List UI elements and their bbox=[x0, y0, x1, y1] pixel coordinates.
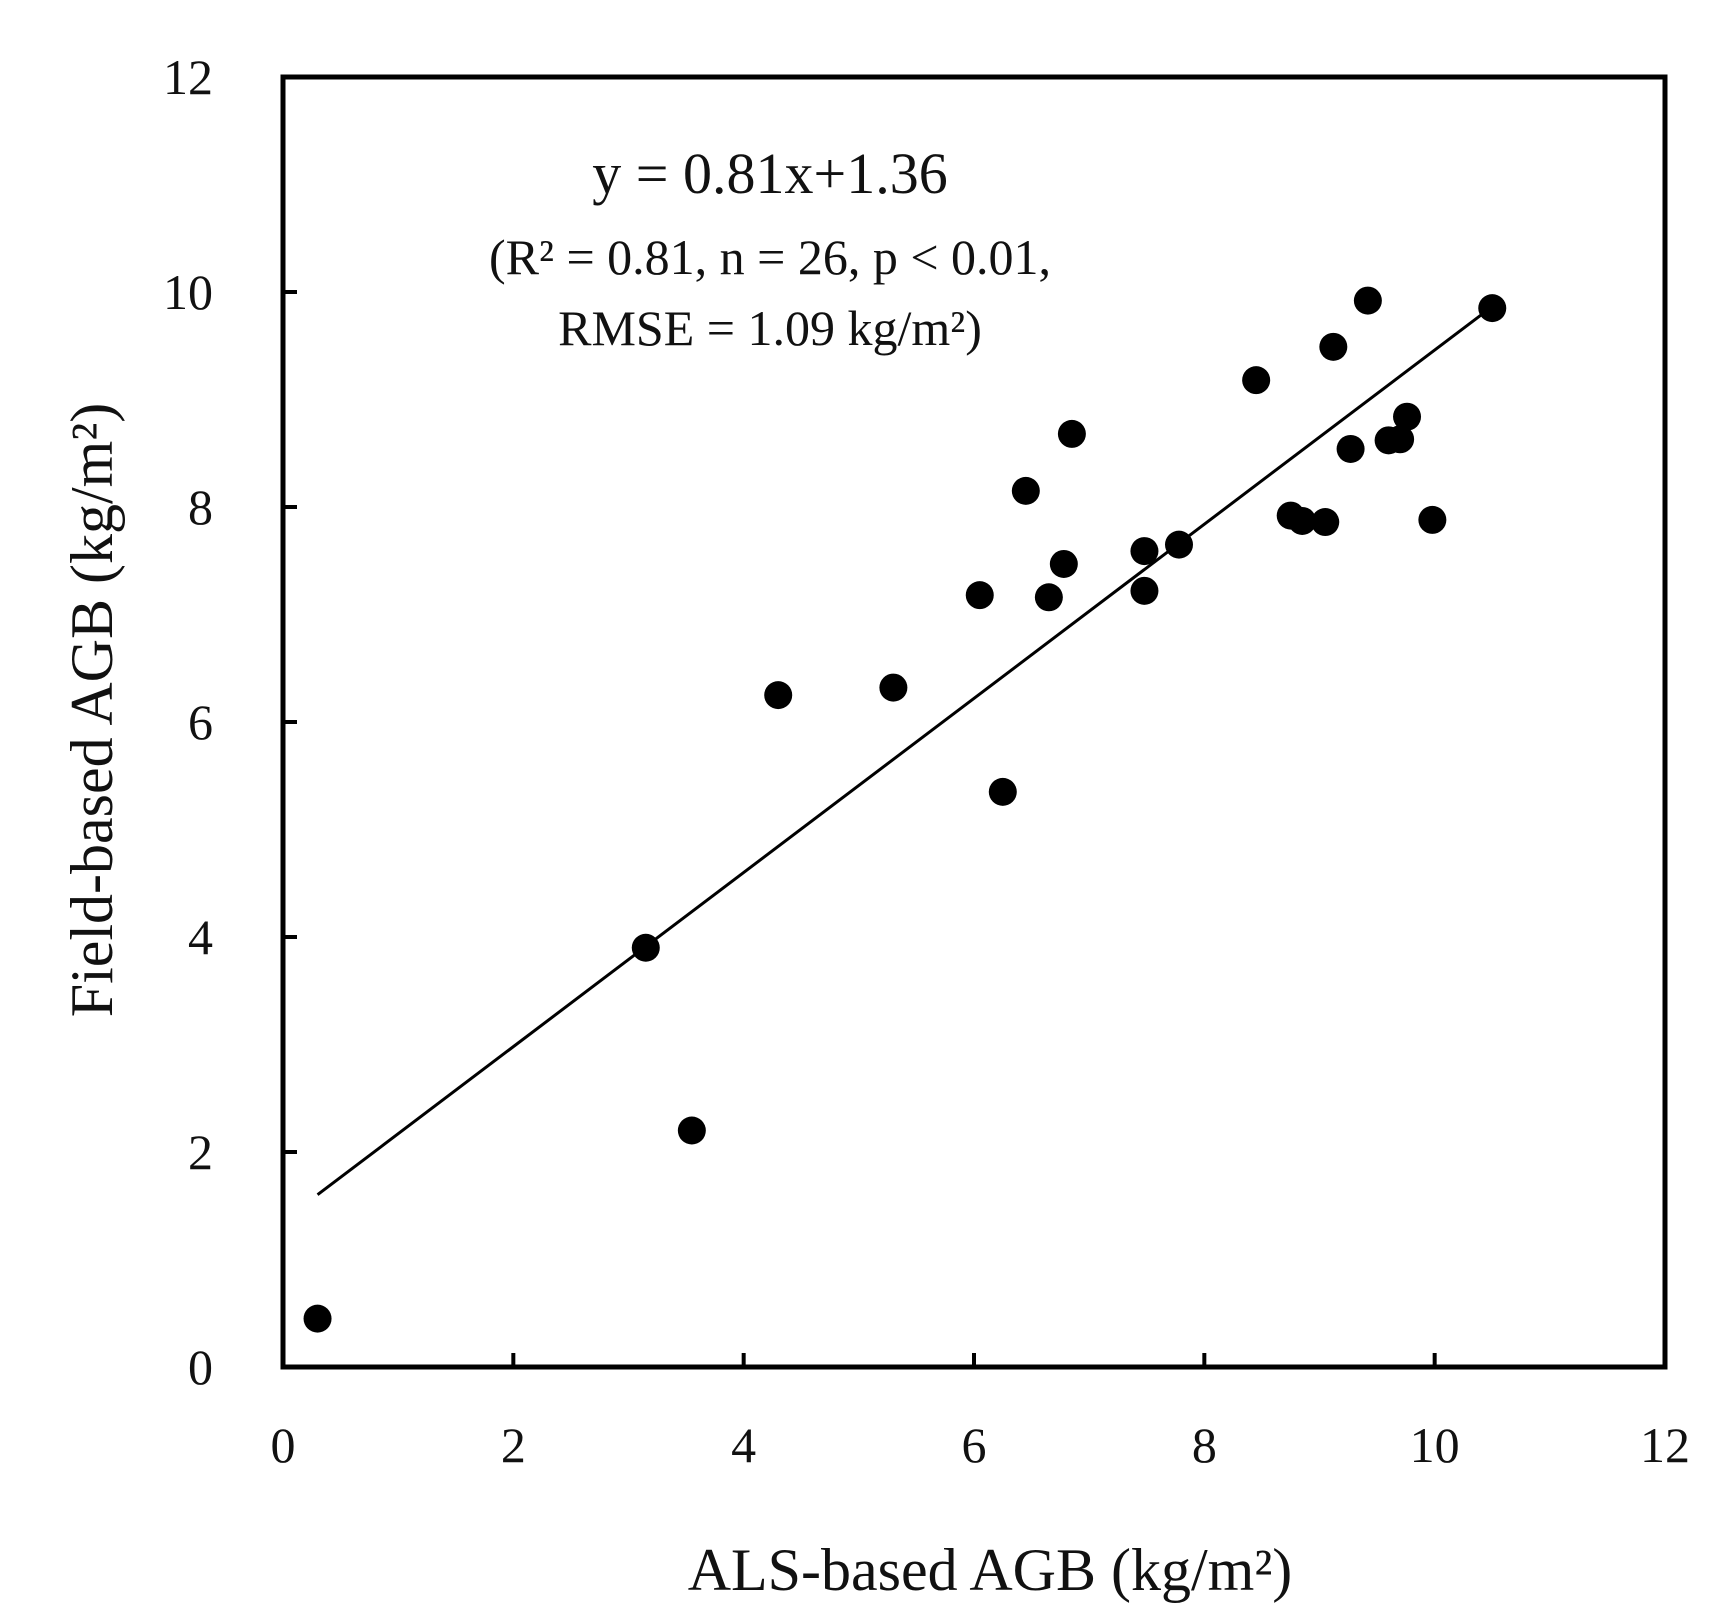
data-point bbox=[1353, 286, 1382, 315]
data-point bbox=[1034, 583, 1063, 612]
data-point bbox=[1049, 549, 1078, 578]
y-tick-label: 10 bbox=[163, 264, 213, 320]
data-point bbox=[631, 933, 660, 962]
data-point bbox=[1336, 434, 1365, 463]
data-point bbox=[1130, 576, 1159, 605]
data-point bbox=[1393, 402, 1422, 431]
x-tick-label: 2 bbox=[501, 1417, 526, 1473]
y-axis-tick-labels: 0 2 4 6 8 10 12 bbox=[163, 49, 213, 1395]
data-point bbox=[1478, 294, 1507, 323]
x-tick-label: 0 bbox=[271, 1417, 296, 1473]
data-point bbox=[764, 681, 793, 710]
x-axis-ticks bbox=[281, 1353, 1667, 1367]
data-point bbox=[303, 1304, 332, 1333]
data-point bbox=[879, 673, 908, 702]
x-axis-title: ALS-based AGB (kg/m²) bbox=[688, 1537, 1293, 1603]
data-point bbox=[1057, 419, 1086, 448]
x-tick-label: 4 bbox=[731, 1417, 756, 1473]
data-point bbox=[1311, 508, 1340, 537]
regression-stats-line1: (R² = 0.81, n = 26, p < 0.01, bbox=[489, 229, 1051, 285]
data-point bbox=[1288, 506, 1317, 535]
data-point bbox=[1386, 425, 1415, 454]
regression-stats-line2: RMSE = 1.09 kg/m²) bbox=[558, 300, 982, 356]
y-tick-label: 2 bbox=[188, 1124, 213, 1180]
data-point bbox=[677, 1116, 706, 1145]
scatter-points bbox=[303, 286, 1507, 1333]
y-tick-label: 6 bbox=[188, 694, 213, 750]
y-axis-ticks bbox=[283, 75, 297, 1369]
y-tick-label: 8 bbox=[188, 479, 213, 535]
data-point bbox=[1164, 530, 1193, 559]
data-point bbox=[1130, 537, 1159, 566]
y-axis-title: Field-based AGB (kg/m²) bbox=[59, 403, 125, 1018]
regression-line bbox=[316, 305, 1494, 1196]
y-tick-label: 4 bbox=[188, 909, 213, 965]
x-tick-label: 6 bbox=[962, 1417, 987, 1473]
data-point bbox=[1319, 332, 1348, 361]
x-tick-label: 8 bbox=[1192, 1417, 1217, 1473]
y-tick-label: 0 bbox=[188, 1339, 213, 1395]
x-tick-label: 12 bbox=[1640, 1417, 1690, 1473]
data-point bbox=[988, 777, 1017, 806]
y-tick-label: 12 bbox=[163, 49, 213, 105]
data-point bbox=[965, 581, 994, 610]
data-point bbox=[1011, 476, 1040, 505]
data-point bbox=[1242, 366, 1271, 395]
x-axis-tick-labels: 0 2 4 6 8 10 12 bbox=[271, 1417, 1691, 1473]
regression-equation: y = 0.81x+1.36 bbox=[592, 141, 947, 206]
data-point bbox=[1418, 505, 1447, 534]
x-tick-label: 10 bbox=[1410, 1417, 1460, 1473]
